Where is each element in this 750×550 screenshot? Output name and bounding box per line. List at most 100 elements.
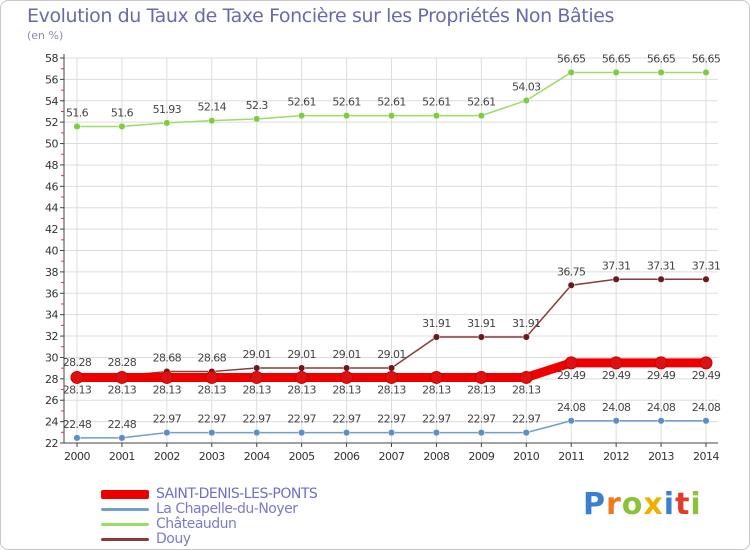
data-point (343, 429, 351, 437)
data-point (612, 417, 620, 425)
logo-letter: o (621, 487, 644, 522)
data-label: 28.13 (153, 383, 182, 396)
data-label: 24.08 (692, 401, 721, 414)
data-label: 22.97 (377, 413, 406, 426)
x-tick-label: 2004 (244, 450, 270, 463)
data-point (343, 112, 351, 120)
y-tick-label: 52 (45, 116, 58, 129)
data-point (654, 356, 668, 370)
line-chart: 22 24 26 28 30 32 34 36 38 40 42 44 46 48 50 52 54 56 58 20… (45, 52, 721, 463)
x-tick-label: 2002 (154, 450, 180, 463)
legend-swatch (101, 523, 149, 526)
y-tick-label: 28 (45, 373, 58, 386)
data-point (295, 370, 309, 384)
data-point (208, 117, 216, 125)
data-label: 28.68 (153, 352, 182, 365)
data-label: 52.61 (377, 96, 406, 109)
logo-letter: i (663, 487, 676, 522)
data-label: 29.49 (647, 369, 676, 382)
logo-letter: P (583, 487, 606, 522)
data-point (253, 115, 261, 123)
data-point (657, 417, 665, 425)
x-tick-label: 2001 (109, 450, 135, 463)
data-label: 29.49 (602, 369, 631, 382)
data-label: 56.65 (692, 52, 721, 65)
y-tick-label: 36 (45, 287, 58, 300)
data-label: 28.13 (242, 383, 271, 396)
data-point (432, 333, 440, 341)
data-label: 52.61 (332, 96, 361, 109)
data-point (163, 119, 171, 127)
data-label: 28.13 (63, 383, 92, 396)
legend-swatch (101, 490, 149, 499)
data-label: 54.03 (512, 80, 541, 93)
data-label: 37.31 (602, 259, 631, 272)
data-point (609, 356, 623, 370)
data-point (702, 68, 710, 76)
legend: SAINT-DENIS-LES-PONTS La Chapelle-du-Noye… (101, 487, 318, 547)
data-point (115, 370, 129, 384)
data-point (70, 370, 84, 384)
data-point (298, 364, 306, 372)
data-point (208, 429, 216, 437)
data-label: 22.97 (332, 413, 361, 426)
data-label: 28.68 (198, 352, 227, 365)
data-label: 28.13 (512, 383, 541, 396)
logo-letter: x (643, 487, 664, 522)
data-point (253, 429, 261, 437)
data-label: 51.6 (111, 106, 134, 119)
data-point (657, 275, 665, 283)
y-tick-label: 34 (45, 309, 58, 322)
chart-title: Evolution du Taux de Taxe Foncière sur l… (27, 5, 615, 27)
data-point (73, 122, 81, 130)
x-tick-label: 2006 (334, 450, 360, 463)
data-point (340, 370, 354, 384)
y-tick-label: 26 (45, 394, 58, 407)
data-point (477, 333, 485, 341)
x-tick-label: 2005 (289, 450, 315, 463)
y-tick-label: 54 (45, 95, 58, 108)
data-point (612, 68, 620, 76)
y-tick-label: 32 (45, 330, 58, 343)
data-label: 51.6 (66, 106, 89, 119)
legend-label: La Chapelle-du-Noyer (156, 501, 298, 517)
data-point (298, 429, 306, 437)
data-point (250, 370, 264, 384)
y-tick-label: 22 (45, 437, 58, 450)
data-point (567, 417, 575, 425)
y-tick-label: 24 (45, 416, 58, 429)
proxiti-logo: Proxiti (583, 487, 702, 522)
legend-label: Douy (156, 531, 191, 547)
data-point (387, 429, 396, 437)
data-label: 28.13 (198, 383, 227, 396)
data-point (564, 356, 578, 370)
logo-letter: i (690, 487, 702, 522)
data-label: 28.28 (63, 356, 92, 369)
legend-swatch (101, 508, 149, 511)
data-point (387, 364, 396, 372)
data-label: 22.97 (242, 413, 271, 426)
data-point (432, 112, 440, 120)
data-label: 31.91 (512, 317, 541, 330)
logo-letter: t (675, 487, 691, 522)
data-point (477, 112, 485, 120)
x-tick-label: 2010 (513, 450, 539, 463)
legend-label: Châteaudun (156, 516, 237, 532)
y-tick-label: 50 (45, 138, 58, 151)
data-label: 37.31 (647, 259, 676, 272)
data-label: 52.14 (198, 101, 227, 114)
y-tick-label: 42 (45, 223, 58, 236)
data-point (477, 429, 485, 437)
data-label: 31.91 (467, 317, 496, 330)
data-point (253, 364, 261, 372)
data-label: 29.01 (287, 348, 316, 361)
data-point (385, 370, 398, 384)
data-label: 29.01 (242, 348, 271, 361)
y-tick-label: 30 (45, 351, 58, 364)
data-point (118, 122, 126, 130)
data-point (612, 275, 620, 283)
data-label: 22.48 (108, 418, 137, 431)
data-point (702, 275, 710, 283)
data-label: 22.48 (63, 418, 92, 431)
data-label: 22.97 (287, 413, 316, 426)
